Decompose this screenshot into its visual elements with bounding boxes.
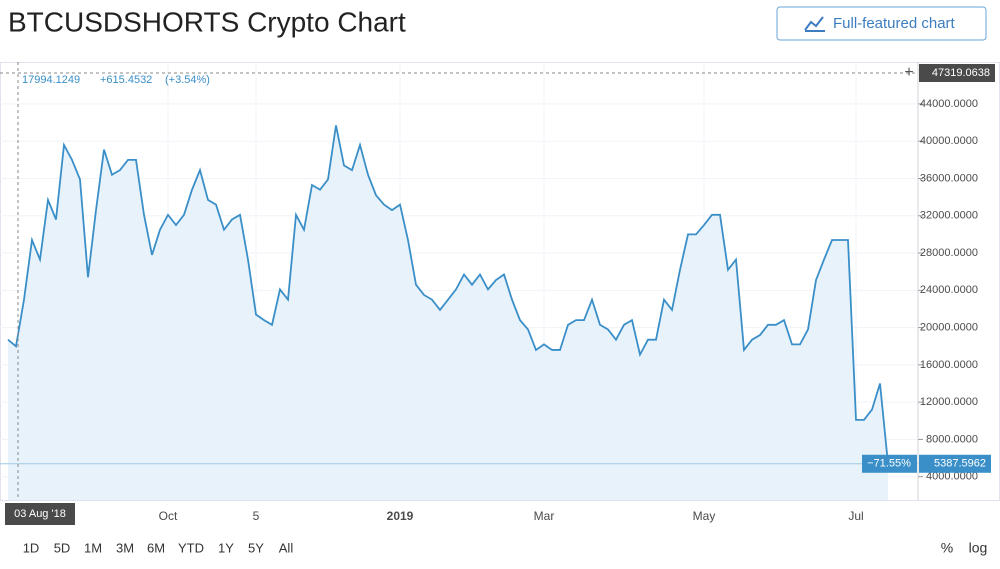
range-button[interactable]: 1D — [23, 540, 40, 555]
y-tick-label: 8000.0000 — [926, 433, 978, 445]
page-title: BTCUSDSHORTS Crypto Chart — [8, 6, 406, 37]
x-tick-label: Mar — [534, 509, 555, 523]
range-button[interactable]: YTD — [178, 540, 204, 555]
crosshair-date: 03 Aug '18 — [14, 508, 66, 520]
price-line — [7, 125, 889, 464]
x-tick-label: May — [693, 509, 716, 523]
y-tick-label: 12000.0000 — [920, 396, 978, 408]
y-tick-label: 36000.0000 — [920, 172, 978, 184]
x-tick-label: 2019 — [387, 509, 414, 523]
range-button[interactable]: 5Y — [248, 540, 264, 555]
legend-percent: (+3.54%) — [165, 74, 210, 86]
y-tick-label: 40000.0000 — [920, 135, 978, 147]
change-badge-box — [862, 454, 917, 473]
scale-button[interactable]: log — [969, 540, 988, 556]
y-tick-label: 16000.0000 — [920, 359, 978, 371]
crosshair-value-box — [919, 64, 995, 83]
y-tick-label: 24000.0000 — [920, 284, 978, 296]
y-tick-label: 44000.0000 — [920, 98, 978, 110]
y-tick-label: 20000.0000 — [920, 322, 978, 334]
button-frame[interactable] — [776, 6, 987, 41]
y-tick-label: 28000.0000 — [920, 247, 978, 259]
y-tick-label: 4000.0000 — [926, 471, 978, 483]
area-fill — [8, 125, 888, 501]
button-label[interactable]: Full-featured chart — [833, 15, 956, 32]
full-chart-button[interactable]: Full-featured chart — [776, 6, 987, 41]
crosshair-value: 47319.0638 — [932, 67, 990, 79]
x-tick-label: Jul — [848, 509, 863, 523]
range-button[interactable]: 1M — [84, 540, 102, 555]
scale-button[interactable]: % — [941, 540, 953, 556]
crosshair-date-badge — [5, 503, 75, 525]
x-tick-label: 5 — [253, 509, 260, 523]
last-value-box — [919, 454, 991, 473]
range-button[interactable]: 5D — [54, 540, 71, 555]
range-button[interactable]: 6M — [147, 540, 165, 555]
change-badge: −71.55% — [867, 458, 911, 470]
button-icon[interactable] — [804, 16, 825, 32]
legend-value: 17994.1249 — [22, 74, 80, 86]
legend-change: +615.4532 — [100, 74, 152, 86]
range-button[interactable]: 3M — [116, 540, 134, 555]
x-tick-label: Oct — [159, 509, 178, 523]
range-button[interactable]: All — [279, 540, 294, 555]
y-tick-label: 32000.0000 — [920, 210, 978, 222]
crosshair-plus: + — [904, 64, 913, 81]
last-value-label: 5387.5962 — [934, 458, 986, 470]
range-button[interactable]: 1Y — [218, 540, 234, 555]
